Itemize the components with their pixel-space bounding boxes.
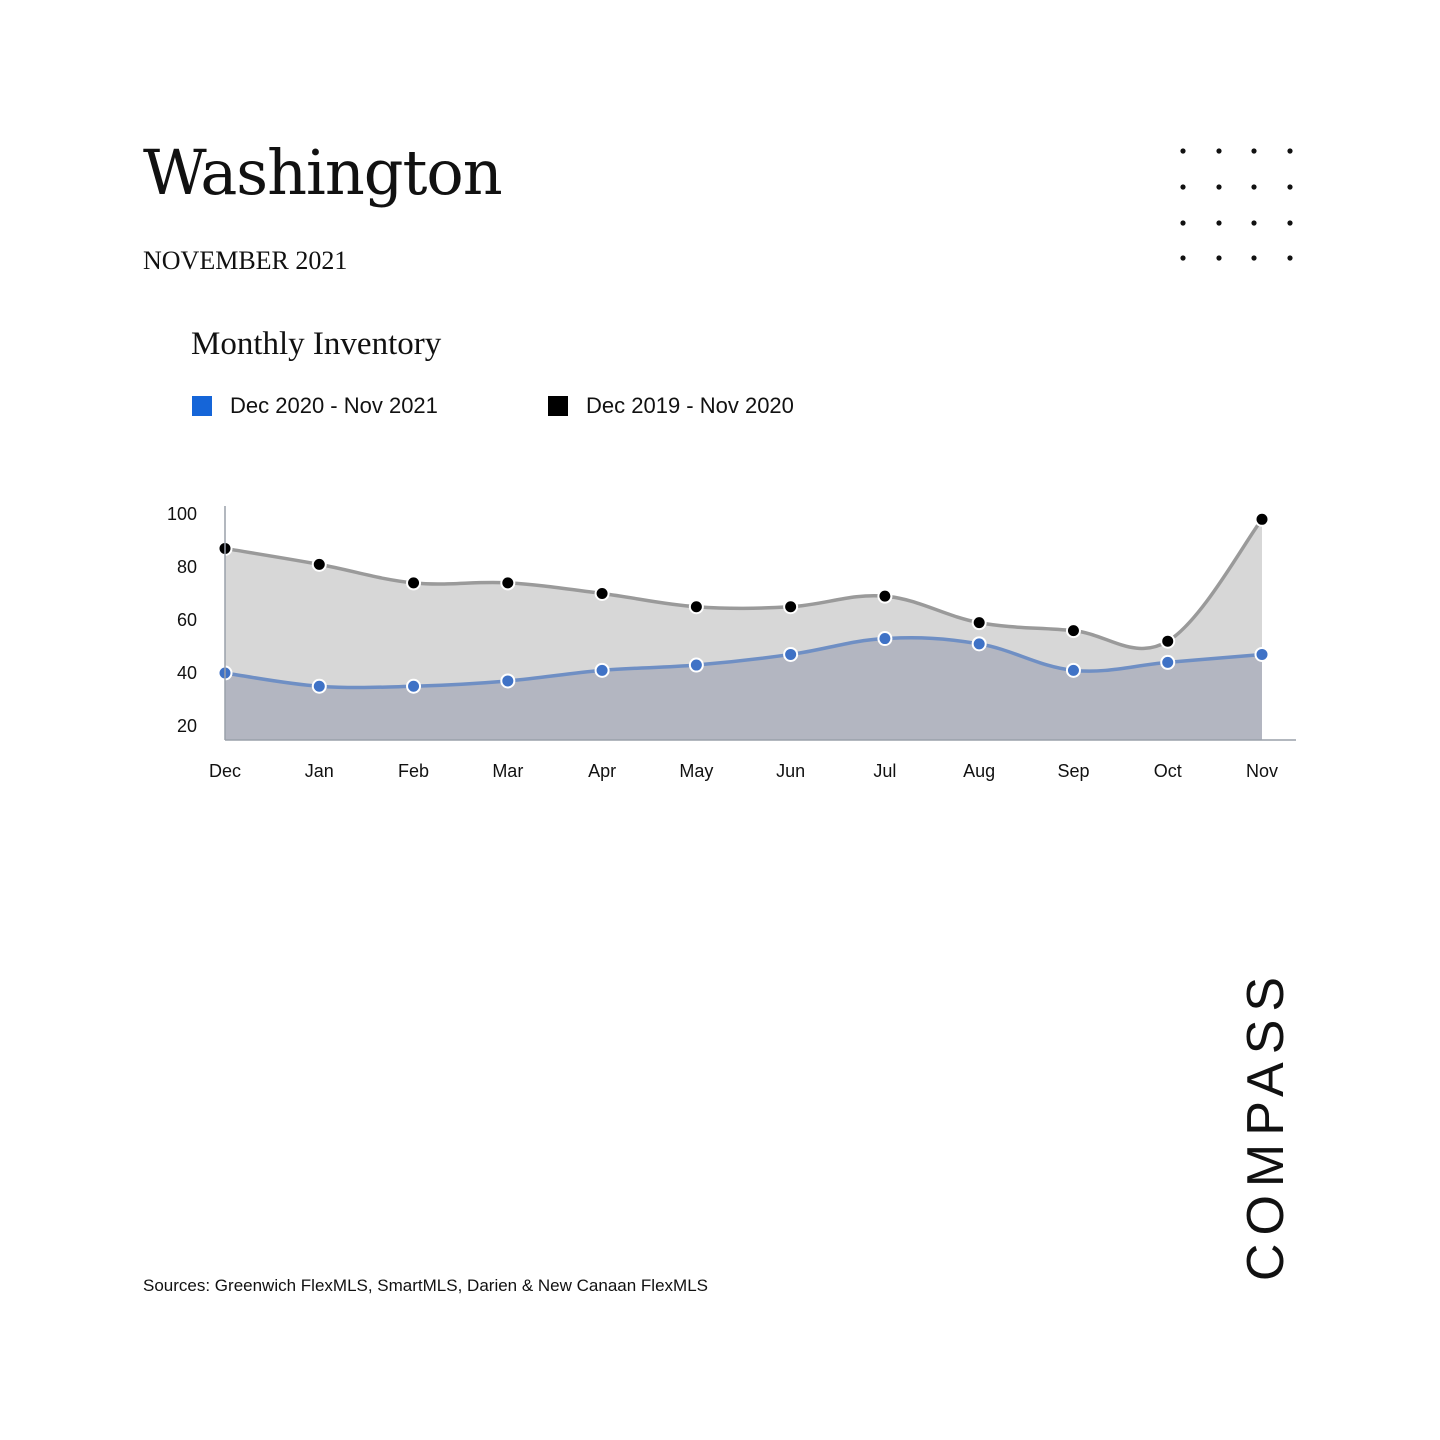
data-point-s0-aug (971, 636, 987, 652)
page-title: Washington (143, 136, 503, 209)
inventory-area-chart: 100 80 60 40 20 Dec Jan Feb Mar Apr May Jun Jul Aug Se… (167, 504, 1296, 781)
x-tick-label-mar: Mar (492, 761, 523, 781)
x-tick-label-sep: Sep (1057, 761, 1089, 781)
data-point-s1-mar (500, 575, 516, 591)
data-point-s0-feb (406, 678, 422, 694)
x-tick-label-nov: Nov (1246, 761, 1278, 781)
y-tick-label-60: 60 (177, 610, 197, 630)
data-point-s0-sep (1065, 662, 1081, 678)
x-tick-label-jan: Jan (305, 761, 334, 781)
data-point-s1-jun (783, 599, 799, 615)
x-tick-label-feb: Feb (398, 761, 429, 781)
x-tick-label-jun: Jun (776, 761, 805, 781)
data-point-s1-jul (877, 588, 893, 604)
x-tick-label-aug: Aug (963, 761, 995, 781)
page-subtitle: NOVEMBER 2021 (143, 246, 348, 275)
data-point-s1-may (688, 599, 704, 615)
data-point-s1-jan (311, 556, 327, 572)
x-tick-label-apr: Apr (588, 761, 616, 781)
data-point-s1-sep (1065, 623, 1081, 639)
chart-title: Monthly Inventory (191, 326, 442, 362)
decorative-dot-grid (1180, 148, 1293, 261)
x-tick-label-may: May (679, 761, 713, 781)
data-point-s0-jun (783, 646, 799, 662)
data-point-s1-nov (1254, 511, 1270, 527)
y-tick-label-100: 100 (167, 504, 197, 524)
data-point-s1-apr (594, 586, 610, 601)
data-point-s1-oct (1160, 633, 1176, 649)
x-tick-label-dec: Dec (209, 761, 241, 781)
data-point-s0-oct (1160, 654, 1176, 670)
sources-note: Sources: Greenwich FlexMLS, SmartMLS, Da… (143, 1276, 708, 1295)
legend-item-current: Dec 2020 - Nov 2021 (192, 394, 438, 418)
data-point-s1-feb (406, 575, 422, 591)
compass-logo: COMPASS (1237, 969, 1295, 1281)
data-point-s0-mar (500, 673, 516, 689)
legend-label-previous: Dec 2019 - Nov 2020 (586, 393, 794, 418)
data-point-s0-may (688, 657, 704, 673)
data-point-s0-nov (1254, 646, 1270, 662)
legend-label-current: Dec 2020 - Nov 2021 (230, 393, 438, 418)
legend-item-previous: Dec 2019 - Nov 2020 (548, 394, 794, 418)
data-point-s0-jan (311, 678, 327, 694)
y-tick-label-80: 80 (177, 557, 197, 577)
compass-logo-text: COMPASS (1237, 969, 1295, 1281)
data-point-s0-apr (594, 662, 610, 678)
data-point-s1-aug (971, 615, 987, 631)
y-tick-label-40: 40 (177, 663, 197, 683)
legend-swatch-current (192, 396, 212, 416)
series-line-0 (224, 636, 1263, 690)
x-tick-label-oct: Oct (1154, 761, 1182, 781)
data-point-s0-jul (877, 631, 893, 647)
y-tick-label-20: 20 (177, 716, 197, 736)
legend-swatch-previous (548, 396, 568, 416)
x-tick-label-jul: Jul (873, 761, 896, 781)
series-area-0 (225, 637, 1262, 740)
